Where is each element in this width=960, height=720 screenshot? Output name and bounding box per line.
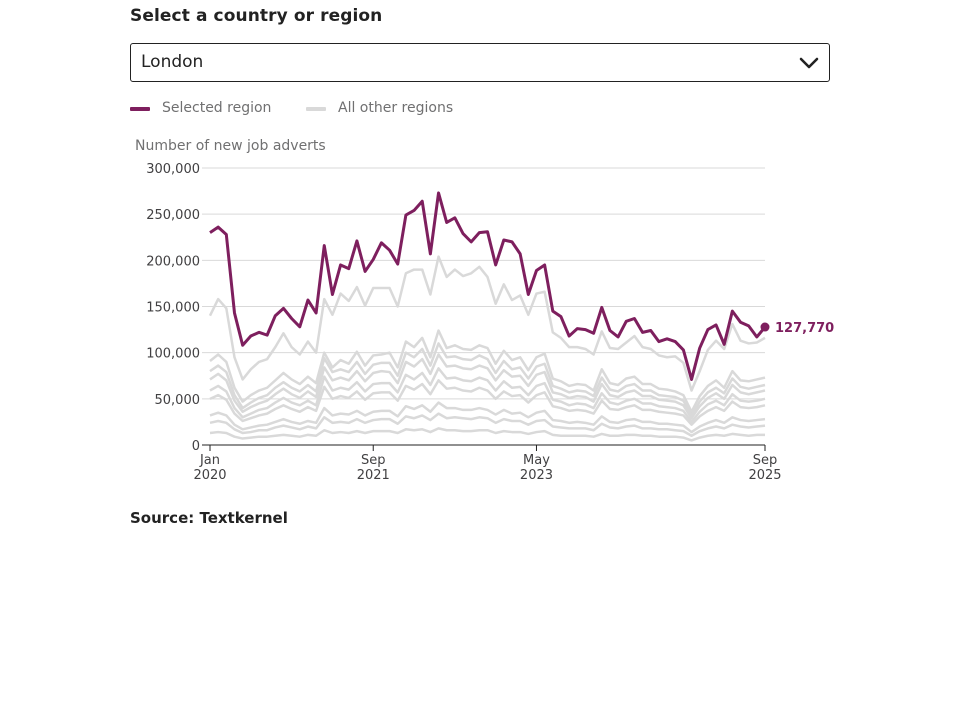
other-region-line [209, 401, 766, 434]
x-tick-label-year: 2023 [520, 468, 553, 483]
x-tick-label-year: 2021 [357, 468, 390, 483]
other-region-line [209, 342, 766, 417]
chevron-down-icon [799, 57, 819, 69]
line-chart: Number of new job adverts 0 50,000 100,000 1… [135, 138, 834, 483]
y-tick-label: 200,000 [146, 254, 200, 269]
x-tick-label-year: 2025 [748, 468, 781, 483]
region-select-heading: Select a country or region [130, 6, 383, 26]
source-note: Source: Textkernel [130, 509, 288, 527]
selected-region-end-label: 127,770 [775, 321, 834, 336]
x-tick-label-month: May [523, 453, 550, 468]
other-region-line [209, 379, 766, 426]
x-tick-label-year: 2020 [193, 468, 226, 483]
legend-label-selected: Selected region [162, 100, 272, 116]
region-select-value: London [141, 52, 204, 72]
other-region-line [208, 255, 766, 392]
selected-region-end-point [760, 322, 770, 332]
legend-label-others: All other regions [338, 100, 454, 116]
other-region-line [209, 412, 766, 438]
y-tick-label: 250,000 [146, 208, 200, 223]
x-tick-label-month: Sep [753, 453, 778, 468]
y-axis-title: Number of new job adverts [135, 138, 326, 154]
selected-region-line [209, 191, 767, 381]
y-tick-label: 150,000 [146, 301, 200, 316]
x-tick-label-month: Sep [361, 453, 386, 468]
legend-swatch-others [306, 107, 326, 111]
legend-swatch-selected [130, 107, 150, 111]
region-select-dropdown[interactable]: London [130, 43, 830, 82]
y-tick-label: 100,000 [146, 347, 200, 362]
y-tick-label: 50,000 [155, 393, 201, 408]
x-tick-label-month: Jan [199, 453, 220, 468]
y-tick-label: 300,000 [146, 162, 200, 177]
other-region-line [209, 329, 766, 414]
other-region-line [209, 427, 765, 442]
y-tick-label: 0 [192, 439, 200, 454]
other-region-line [209, 353, 766, 420]
other-region-line [209, 367, 766, 424]
